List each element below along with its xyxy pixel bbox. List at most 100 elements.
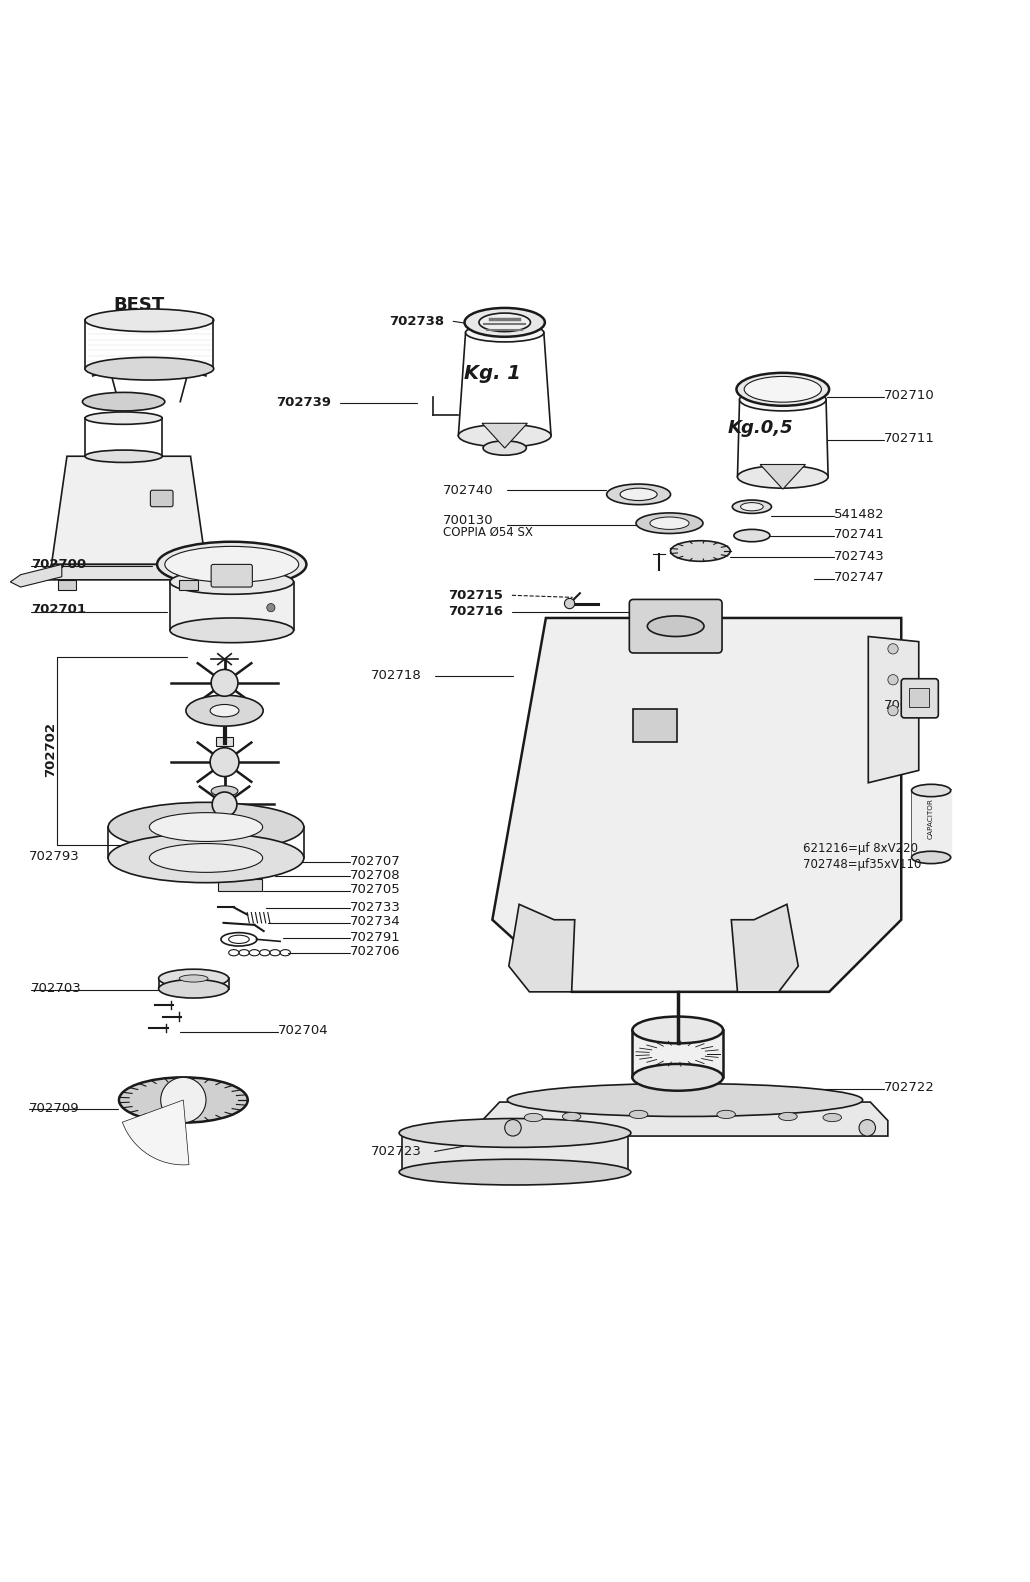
Ellipse shape bbox=[779, 1112, 797, 1120]
FancyBboxPatch shape bbox=[901, 679, 938, 718]
Ellipse shape bbox=[165, 546, 299, 582]
Polygon shape bbox=[52, 456, 206, 565]
Ellipse shape bbox=[912, 785, 951, 797]
Text: 702741: 702741 bbox=[834, 528, 885, 541]
Text: 702793: 702793 bbox=[29, 851, 79, 864]
Polygon shape bbox=[10, 565, 62, 587]
Text: Kg.0,5: Kg.0,5 bbox=[727, 419, 793, 437]
Circle shape bbox=[211, 669, 238, 696]
Polygon shape bbox=[731, 905, 798, 992]
Circle shape bbox=[888, 706, 898, 715]
Polygon shape bbox=[868, 636, 919, 783]
Text: 700130: 700130 bbox=[443, 514, 493, 527]
Ellipse shape bbox=[647, 615, 705, 636]
Ellipse shape bbox=[607, 484, 671, 505]
Text: BEST: BEST bbox=[113, 296, 165, 313]
Polygon shape bbox=[482, 424, 527, 448]
Ellipse shape bbox=[149, 813, 263, 842]
Circle shape bbox=[888, 674, 898, 685]
Text: 702710: 702710 bbox=[884, 389, 934, 402]
Ellipse shape bbox=[671, 541, 730, 562]
Text: 702707: 702707 bbox=[350, 854, 401, 867]
Ellipse shape bbox=[185, 694, 263, 726]
Ellipse shape bbox=[741, 503, 763, 511]
Ellipse shape bbox=[210, 704, 239, 717]
Ellipse shape bbox=[483, 441, 526, 456]
Bar bbox=[909, 688, 929, 707]
Text: 700382: 700382 bbox=[884, 699, 934, 712]
Ellipse shape bbox=[912, 851, 951, 864]
FancyBboxPatch shape bbox=[211, 565, 252, 587]
Bar bbox=[215, 864, 272, 873]
Polygon shape bbox=[43, 565, 214, 581]
Circle shape bbox=[161, 1077, 206, 1123]
Ellipse shape bbox=[508, 1084, 862, 1117]
Ellipse shape bbox=[400, 1160, 630, 1185]
Bar bbox=[216, 737, 233, 745]
Ellipse shape bbox=[108, 834, 304, 883]
Ellipse shape bbox=[159, 970, 229, 987]
Ellipse shape bbox=[149, 843, 263, 872]
Ellipse shape bbox=[733, 530, 769, 541]
Text: 702705: 702705 bbox=[350, 883, 401, 897]
Ellipse shape bbox=[823, 1114, 842, 1122]
Ellipse shape bbox=[740, 388, 826, 411]
Ellipse shape bbox=[744, 377, 821, 402]
Text: 702711: 702711 bbox=[884, 432, 934, 445]
Text: 702700: 702700 bbox=[31, 558, 87, 571]
Text: 702747: 702747 bbox=[834, 571, 885, 584]
Circle shape bbox=[267, 604, 275, 612]
Text: 702715: 702715 bbox=[448, 589, 503, 601]
Circle shape bbox=[212, 793, 237, 816]
Ellipse shape bbox=[82, 392, 165, 411]
Text: 702704: 702704 bbox=[278, 1025, 329, 1038]
Ellipse shape bbox=[84, 411, 163, 424]
Text: Kg. 1: Kg. 1 bbox=[464, 364, 521, 383]
Ellipse shape bbox=[466, 323, 544, 342]
Bar bbox=[633, 709, 677, 742]
Ellipse shape bbox=[479, 313, 530, 332]
Circle shape bbox=[210, 748, 239, 777]
Circle shape bbox=[564, 598, 575, 609]
Ellipse shape bbox=[736, 373, 829, 405]
Ellipse shape bbox=[170, 570, 294, 595]
Text: 702706: 702706 bbox=[350, 944, 401, 959]
Text: COPPIA Ø54 SX: COPPIA Ø54 SX bbox=[443, 525, 533, 539]
Circle shape bbox=[505, 1120, 521, 1136]
Ellipse shape bbox=[629, 1111, 648, 1118]
Text: 702718: 702718 bbox=[371, 669, 421, 682]
Polygon shape bbox=[509, 905, 575, 992]
Text: CAPACITOR: CAPACITOR bbox=[928, 799, 934, 838]
Text: 702702: 702702 bbox=[44, 723, 58, 777]
Text: 702723: 702723 bbox=[371, 1145, 421, 1158]
Wedge shape bbox=[123, 1099, 188, 1164]
Text: 702733: 702733 bbox=[350, 900, 401, 914]
Ellipse shape bbox=[732, 500, 771, 514]
Ellipse shape bbox=[84, 308, 214, 332]
Polygon shape bbox=[492, 619, 901, 992]
Ellipse shape bbox=[170, 619, 294, 642]
Circle shape bbox=[888, 644, 898, 653]
FancyBboxPatch shape bbox=[150, 490, 173, 506]
Bar bbox=[402, 1133, 628, 1172]
Ellipse shape bbox=[620, 489, 657, 500]
Ellipse shape bbox=[650, 517, 689, 530]
Ellipse shape bbox=[118, 1077, 248, 1123]
Text: 702738: 702738 bbox=[389, 315, 445, 327]
Ellipse shape bbox=[465, 308, 545, 337]
Ellipse shape bbox=[84, 449, 163, 462]
Ellipse shape bbox=[400, 1118, 630, 1147]
Ellipse shape bbox=[636, 513, 702, 533]
Text: 702703: 702703 bbox=[31, 982, 81, 995]
Text: 702701: 702701 bbox=[31, 603, 85, 617]
Text: 702716: 702716 bbox=[448, 606, 503, 619]
Ellipse shape bbox=[632, 1017, 723, 1044]
Text: 702734: 702734 bbox=[350, 916, 401, 929]
Ellipse shape bbox=[157, 541, 307, 587]
Ellipse shape bbox=[84, 358, 214, 380]
Bar bbox=[218, 878, 262, 891]
Polygon shape bbox=[760, 465, 805, 489]
Text: 702709: 702709 bbox=[29, 1101, 79, 1115]
Ellipse shape bbox=[737, 465, 828, 489]
Bar bbox=[179, 581, 198, 590]
